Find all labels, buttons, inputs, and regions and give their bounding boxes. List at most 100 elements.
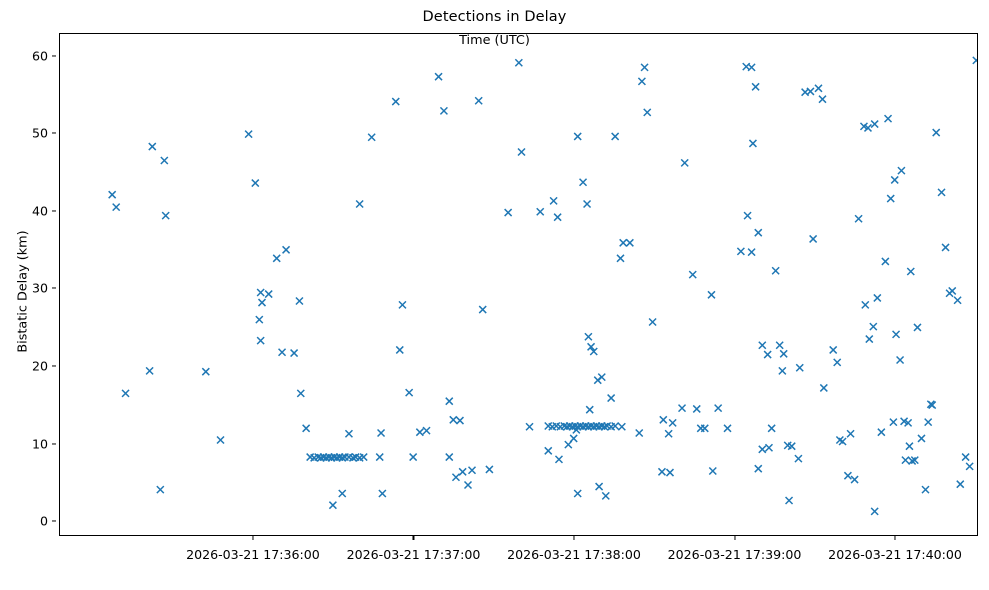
y-tick-label: 0	[39, 513, 48, 529]
scatter-point	[747, 63, 756, 72]
scatter-point	[148, 142, 157, 151]
scatter-point	[833, 358, 842, 367]
scatter-point	[536, 207, 545, 216]
scatter-point	[257, 298, 267, 307]
x-tick-mark	[573, 536, 575, 540]
scatter-point	[564, 440, 573, 449]
scatter-point	[748, 139, 757, 148]
scatter-point	[924, 418, 933, 427]
scatter-point	[809, 234, 818, 243]
scatter-point	[434, 72, 443, 81]
scatter-point	[201, 367, 210, 376]
y-tick-label: 30	[31, 280, 48, 296]
scatter-point	[573, 489, 582, 498]
scatter-point	[378, 489, 387, 498]
scatter-point	[451, 473, 460, 482]
scatter-point	[572, 425, 581, 434]
scatter-point	[884, 114, 893, 123]
scatter-point	[754, 228, 763, 237]
page-title: Detections in Delay	[422, 9, 567, 25]
scatter-point	[865, 335, 874, 344]
scatter-point	[395, 345, 404, 354]
scatter-point	[877, 428, 886, 437]
scatter-point	[338, 489, 347, 498]
y-tick-label: 40	[31, 203, 48, 219]
scatter-point	[843, 471, 852, 480]
scatter-point	[583, 199, 592, 209]
scatter-point	[549, 196, 558, 205]
scatter-point	[723, 424, 732, 433]
scatter-series	[108, 56, 977, 516]
scatter-point	[905, 442, 914, 451]
x-tick-label: 2026-03-21 17:36:00	[186, 547, 320, 562]
scatter-point	[290, 349, 299, 358]
scatter-point	[870, 507, 879, 516]
scatter-point	[514, 58, 523, 67]
scatter-point	[829, 345, 838, 354]
y-tick-mark	[52, 287, 56, 289]
scatter-point	[664, 429, 673, 438]
scatter-point	[625, 238, 634, 247]
scatter-point	[359, 453, 368, 462]
scatter-point	[595, 482, 604, 491]
scatter-point	[896, 355, 905, 365]
scatter-point	[607, 394, 616, 403]
scatter-point	[573, 132, 582, 141]
scatter-point	[751, 82, 760, 91]
scatter-point	[767, 424, 776, 433]
scatter-point	[458, 467, 467, 476]
scatter-point	[474, 96, 483, 105]
scatter-point	[785, 496, 794, 505]
scatter-point	[795, 363, 804, 372]
scatter-point	[328, 501, 337, 510]
scatter-point	[597, 373, 606, 382]
scatter-point	[873, 293, 882, 302]
scatter-point	[779, 349, 788, 358]
scatter-point	[600, 422, 609, 431]
scatter-point	[439, 106, 448, 115]
scatter-point	[743, 211, 752, 220]
scatter-point	[255, 315, 264, 324]
scatter-point	[478, 305, 487, 314]
scatter-point	[302, 424, 311, 433]
scatter-point	[692, 404, 701, 413]
scatter-point	[764, 443, 774, 452]
scatter-point	[928, 401, 937, 410]
scatter-point	[680, 158, 689, 167]
scatter-point	[216, 435, 225, 445]
scatter-point	[296, 389, 305, 398]
x-tick-mark	[734, 536, 736, 540]
scatter-point	[714, 404, 723, 413]
scatter-point	[648, 317, 657, 327]
scatter-point	[455, 416, 465, 425]
scatter-point	[272, 254, 281, 263]
scatter-point	[635, 428, 644, 438]
scatter-point	[754, 464, 763, 473]
scatter-point	[375, 453, 384, 462]
scatter-point	[778, 366, 787, 375]
scatter-point	[554, 455, 563, 464]
scatter-point	[617, 422, 626, 431]
scatter-point	[256, 288, 265, 297]
scatter-point	[160, 156, 169, 165]
scatter-point	[659, 415, 668, 424]
scatter-point	[467, 466, 477, 475]
scatter-point	[278, 348, 287, 357]
x-tick-label: 2026-03-21 17:38:00	[507, 547, 641, 562]
scatter-point	[736, 247, 745, 256]
scatter-point	[921, 485, 930, 494]
y-axis-label: Bistatic Delay (km)	[15, 230, 31, 353]
y-tick-mark	[52, 132, 56, 134]
scatter-point	[445, 453, 454, 462]
scatter-point	[948, 286, 957, 295]
scatter-point	[747, 248, 756, 257]
scatter-point	[579, 178, 588, 187]
scatter-point	[707, 290, 716, 299]
scatter-point	[863, 123, 873, 132]
scatter-point	[415, 428, 424, 437]
scatter-point	[112, 203, 121, 212]
scatter-point	[463, 480, 473, 490]
x-tick-mark	[412, 536, 415, 540]
y-tick-label: 20	[31, 358, 48, 374]
